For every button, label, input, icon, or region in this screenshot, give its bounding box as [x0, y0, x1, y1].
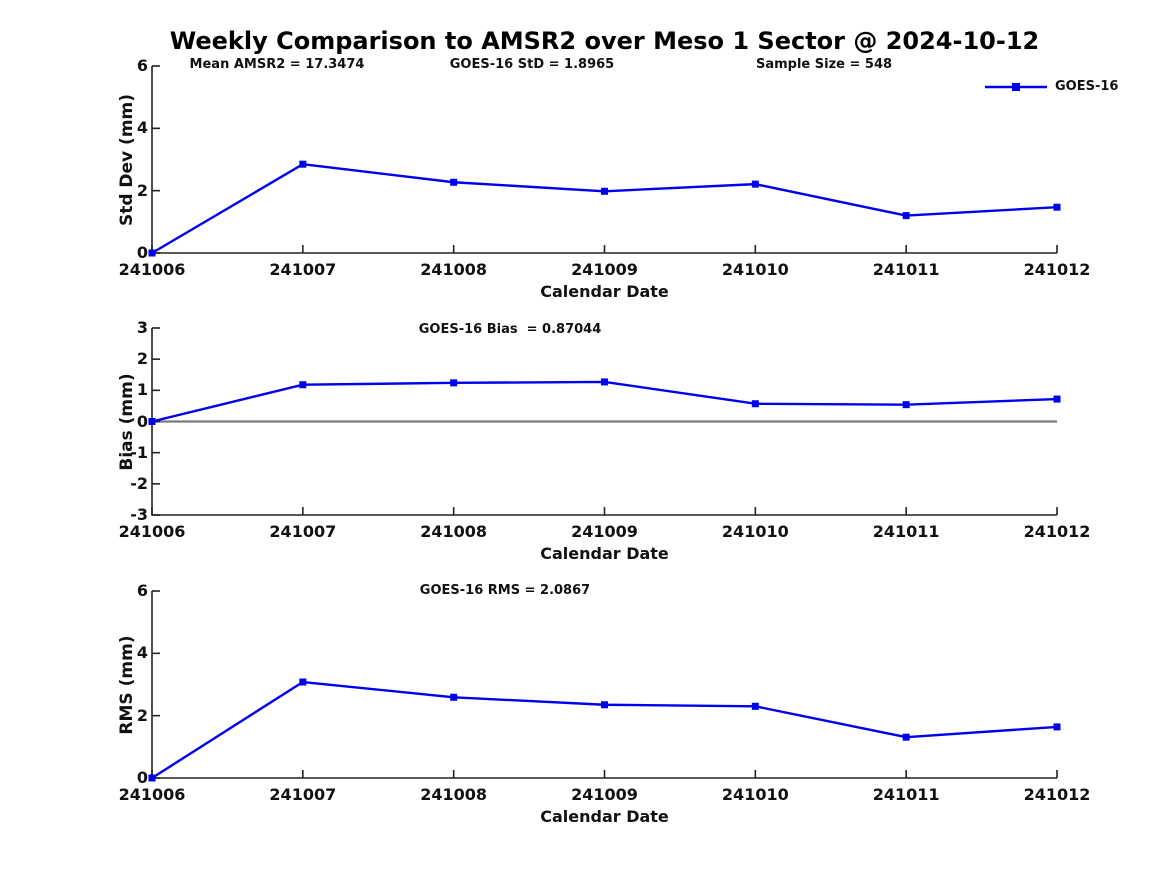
data-line-goes-16	[151, 680, 1058, 780]
x-tick-label: 241008	[420, 260, 488, 279]
x-tick-label: 241006	[118, 785, 186, 804]
figure-title: Weekly Comparison to AMSR2 over Meso 1 S…	[169, 27, 1040, 55]
stat-goes16-rms: GOES-16 RMS = 2.0867	[419, 583, 591, 598]
data-marker-goes-16	[450, 379, 458, 387]
data-marker-goes-16	[148, 774, 156, 782]
data-marker-goes-16	[1053, 723, 1061, 731]
y-tick-label: 2	[136, 349, 148, 369]
x-tick-label: 241011	[872, 785, 940, 804]
y-tick-label: 2	[136, 705, 148, 725]
data-marker-goes-16	[1053, 203, 1061, 211]
x-tick-label: 241012	[1023, 260, 1091, 279]
stat-goes16-bias: GOES-16 Bias = 0.87044	[418, 322, 602, 337]
x-tick-label: 241011	[872, 260, 940, 279]
axis-spines-plot3	[151, 591, 1057, 779]
y-tick-label: 6	[136, 56, 148, 75]
data-marker-goes-16	[299, 678, 307, 686]
x-tick-label: 241006	[118, 260, 186, 279]
y-tick-label: -1	[130, 442, 148, 462]
axis-spines-plot1	[151, 66, 1057, 254]
x-tick-label: 241010	[721, 785, 789, 804]
data-marker-goes-16	[751, 702, 759, 710]
xlabel-calendar-date-3: Calendar Date	[540, 807, 669, 826]
y-tick-label: 6	[136, 581, 148, 600]
x-tick-label: 241007	[269, 260, 337, 279]
data-marker-goes-16	[601, 187, 608, 195]
data-marker-goes-16	[148, 249, 156, 257]
x-tick-label: 241009	[571, 785, 638, 804]
data-marker-goes-16	[299, 160, 307, 168]
y-tick-label: -3	[130, 505, 148, 524]
x-tick-label: 241006	[118, 522, 186, 541]
stat-goes16-std: GOES-16 StD = 1.8965	[449, 57, 615, 72]
data-marker-goes-16	[601, 378, 608, 386]
stat-mean-amsr2: Mean AMSR2 = 17.3474	[189, 57, 365, 72]
y-tick-label: 0	[136, 411, 148, 431]
y-tick-label: 1	[136, 380, 148, 400]
xlabel-calendar-date-1: Calendar Date	[540, 282, 669, 301]
data-marker-goes-16	[299, 381, 307, 389]
legend: GOES-16	[985, 79, 1118, 94]
y-tick-label: 4	[136, 643, 148, 663]
ylabel-std-dev: Std Dev (mm)	[117, 93, 137, 227]
y-tick-label: 2	[136, 180, 148, 200]
data-marker-goes-16	[751, 400, 759, 408]
y-tick-label: 3	[136, 318, 148, 337]
data-marker-goes-16	[902, 401, 910, 409]
data-marker-goes-16	[902, 733, 910, 741]
x-tick-label: 241009	[571, 260, 638, 279]
data-marker-goes-16	[148, 418, 156, 425]
data-marker-goes-16	[751, 180, 759, 188]
data-marker-goes-16	[902, 212, 910, 220]
data-line-goes-16	[151, 162, 1058, 255]
x-tick-label: 241008	[420, 785, 488, 804]
x-tick-label: 241012	[1023, 522, 1091, 541]
x-tick-label: 241008	[420, 522, 488, 541]
x-tick-label: 241007	[269, 785, 337, 804]
x-tick-label: 241010	[721, 522, 789, 541]
y-tick-label: -2	[130, 473, 148, 493]
data-line-goes-16	[151, 380, 1058, 423]
legend-label: GOES-16	[1055, 79, 1119, 94]
x-tick-label: 241010	[721, 260, 789, 279]
legend-line-marker-icon	[985, 82, 1047, 91]
xlabel-calendar-date-2: Calendar Date	[540, 544, 669, 563]
data-marker-goes-16	[1053, 395, 1061, 403]
x-tick-label: 241011	[872, 522, 940, 541]
x-tick-label: 241012	[1023, 785, 1091, 804]
x-tick-label: 241009	[571, 522, 638, 541]
y-tick-label: 0	[136, 768, 148, 787]
data-marker-goes-16	[601, 701, 608, 709]
data-marker-goes-16	[450, 178, 458, 186]
y-tick-label: 0	[136, 243, 148, 262]
data-marker-goes-16	[450, 693, 458, 701]
stat-sample-size: Sample Size = 548	[755, 57, 893, 72]
x-tick-label: 241007	[269, 522, 337, 541]
y-tick-label: 4	[136, 118, 148, 138]
